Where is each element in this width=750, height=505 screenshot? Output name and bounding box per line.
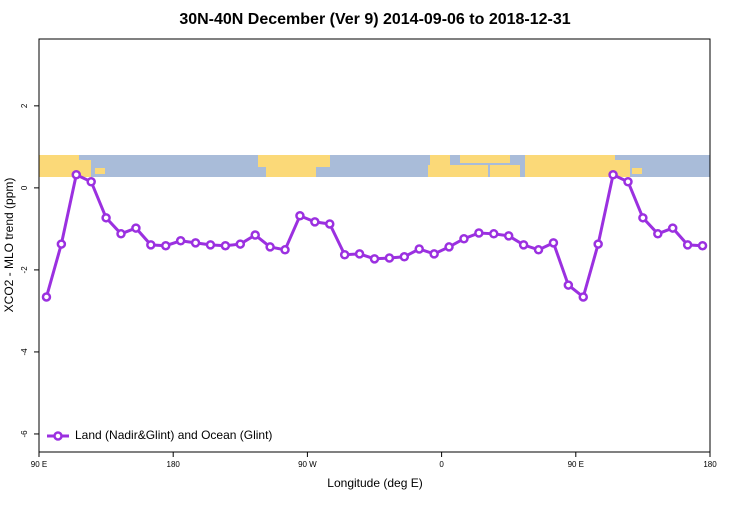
point <box>354 249 365 259</box>
point <box>369 254 380 264</box>
x-tick-label: 90 E <box>31 460 47 469</box>
point <box>56 239 67 249</box>
point <box>682 240 693 250</box>
point <box>160 240 171 251</box>
point <box>101 213 111 223</box>
y-tick-label: -6 <box>20 430 29 438</box>
point <box>41 292 52 302</box>
y-tick-label: -2 <box>20 266 29 274</box>
point <box>325 219 335 229</box>
point <box>310 217 320 227</box>
point <box>638 213 648 223</box>
point <box>518 240 529 250</box>
point <box>667 223 678 233</box>
point <box>593 239 603 249</box>
y-axis-label: XCO2 - MLO trend (ppm) <box>2 178 16 313</box>
point <box>86 176 96 187</box>
plot-frame <box>38 38 711 453</box>
x-axis-label: Longitude (deg E) <box>327 476 422 490</box>
point <box>384 253 395 263</box>
point <box>474 228 484 238</box>
point <box>175 236 186 246</box>
point <box>548 238 559 248</box>
legend-label: Land (Nadir&Glint) and Ocean (Glint) <box>75 428 272 442</box>
point <box>429 249 439 259</box>
point <box>608 170 618 180</box>
point <box>280 245 290 255</box>
point <box>250 230 260 240</box>
x-tick-label: 0 <box>439 460 444 469</box>
point <box>459 233 469 244</box>
point <box>146 240 156 250</box>
point <box>131 223 141 233</box>
point <box>71 170 82 180</box>
point <box>190 238 201 248</box>
point <box>697 240 708 251</box>
point <box>623 176 633 187</box>
point <box>339 249 350 260</box>
x-tick-label: 90 W <box>298 460 317 469</box>
point <box>205 240 216 250</box>
legend-marker <box>53 431 63 441</box>
x-tick-label: 90 E <box>568 460 584 469</box>
point <box>653 229 663 239</box>
point <box>414 244 424 254</box>
point <box>399 252 410 262</box>
series-line <box>45 172 703 300</box>
map-strip <box>39 155 710 177</box>
x-tick-label: 180 <box>703 460 717 469</box>
point <box>489 229 499 239</box>
y-tick-label: -4 <box>20 348 29 356</box>
y-tick-label: 2 <box>20 103 29 108</box>
y-tick-label: 0 <box>20 185 29 190</box>
chart-title: 30N-40N December (Ver 9) 2014-09-06 to 2… <box>179 11 570 28</box>
point <box>533 245 544 255</box>
point <box>295 211 305 221</box>
point <box>444 242 454 252</box>
point <box>116 229 126 239</box>
x-tick-label: 180 <box>167 460 181 469</box>
point <box>503 231 514 241</box>
point <box>265 242 275 252</box>
point <box>563 280 574 290</box>
point <box>578 292 589 302</box>
point <box>235 239 246 249</box>
point <box>220 240 231 251</box>
